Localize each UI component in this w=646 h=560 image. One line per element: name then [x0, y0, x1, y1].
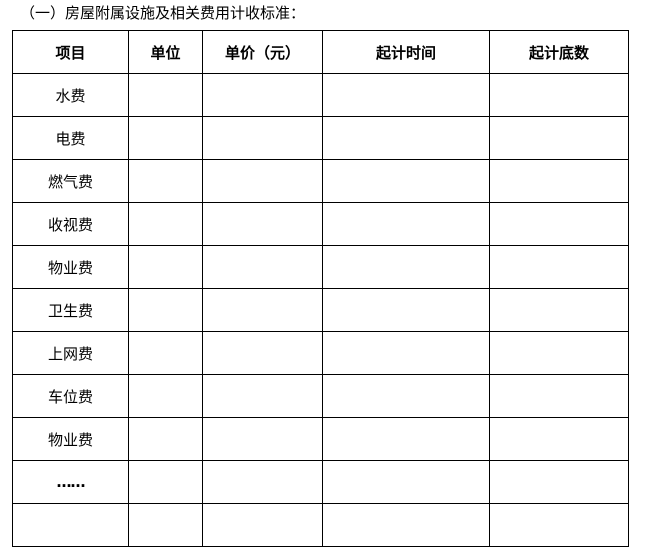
unit-price-cell[interactable] [202, 331, 323, 375]
unit-cell[interactable] [128, 73, 203, 117]
unit-cell[interactable] [128, 288, 203, 332]
item-name-cell: 物业费 [12, 245, 129, 289]
item-name-cell: 上网费 [12, 331, 129, 375]
unit-price-cell[interactable] [202, 417, 323, 461]
start-reading-cell[interactable] [489, 331, 629, 375]
table-header-row: 项目 单位 单价（元） 起计时间 起计底数 [12, 30, 629, 74]
item-name-cell: 收视费 [12, 202, 129, 246]
unit-cell[interactable] [128, 159, 203, 203]
unit-price-cell[interactable] [202, 374, 323, 418]
table-row: 卫生费 [12, 288, 629, 332]
item-name-cell: 物业费 [12, 417, 129, 461]
unit-price-cell[interactable] [202, 73, 323, 117]
unit-cell[interactable] [128, 503, 203, 547]
start-time-cell[interactable] [322, 460, 490, 504]
unit-price-cell[interactable] [202, 159, 323, 203]
unit-cell[interactable] [128, 460, 203, 504]
unit-price-cell[interactable] [202, 116, 323, 160]
header-item: 项目 [12, 30, 129, 74]
start-time-cell[interactable] [322, 374, 490, 418]
table-row: 车位费 [12, 374, 629, 418]
fee-table: 项目 单位 单价（元） 起计时间 起计底数 水费 电费 燃气费 收视费 物业费 卫生费 上网… [12, 30, 629, 547]
unit-cell[interactable] [128, 202, 203, 246]
start-time-cell[interactable] [322, 202, 490, 246]
header-start-time: 起计时间 [322, 30, 490, 74]
table-row: 物业费 [12, 417, 629, 461]
item-name-cell: 卫生费 [12, 288, 129, 332]
unit-price-cell[interactable] [202, 503, 323, 547]
start-reading-cell[interactable] [489, 245, 629, 289]
start-time-cell[interactable] [322, 159, 490, 203]
start-time-cell[interactable] [322, 116, 490, 160]
table-row: 电费 [12, 116, 629, 160]
unit-cell[interactable] [128, 374, 203, 418]
start-time-cell[interactable] [322, 417, 490, 461]
header-start-reading: 起计底数 [489, 30, 629, 74]
item-name-cell: 水费 [12, 73, 129, 117]
unit-cell[interactable] [128, 417, 203, 461]
unit-price-cell[interactable] [202, 288, 323, 332]
start-time-cell[interactable] [322, 503, 490, 547]
start-time-cell[interactable] [322, 331, 490, 375]
header-unit-price: 单价（元） [202, 30, 323, 74]
header-unit: 单位 [128, 30, 203, 74]
start-reading-cell[interactable] [489, 288, 629, 332]
unit-price-cell[interactable] [202, 460, 323, 504]
start-reading-cell[interactable] [489, 116, 629, 160]
start-time-cell[interactable] [322, 288, 490, 332]
table-row: …… [12, 460, 629, 504]
table-row: 物业费 [12, 245, 629, 289]
unit-cell[interactable] [128, 245, 203, 289]
start-reading-cell[interactable] [489, 503, 629, 547]
item-name-cell [12, 503, 129, 547]
start-reading-cell[interactable] [489, 159, 629, 203]
start-time-cell[interactable] [322, 73, 490, 117]
unit-cell[interactable] [128, 116, 203, 160]
table-row: 收视费 [12, 202, 629, 246]
table-row: 水费 [12, 73, 629, 117]
start-reading-cell[interactable] [489, 417, 629, 461]
start-reading-cell[interactable] [489, 460, 629, 504]
unit-price-cell[interactable] [202, 245, 323, 289]
table-row: 上网费 [12, 331, 629, 375]
item-name-cell: …… [12, 460, 129, 504]
start-time-cell[interactable] [322, 245, 490, 289]
table-row [12, 503, 629, 547]
item-name-cell: 燃气费 [12, 159, 129, 203]
unit-price-cell[interactable] [202, 202, 323, 246]
start-reading-cell[interactable] [489, 73, 629, 117]
unit-cell[interactable] [128, 331, 203, 375]
table-row: 燃气费 [12, 159, 629, 203]
section-title: （一）房屋附属设施及相关费用计收标准： [20, 4, 306, 22]
item-name-cell: 车位费 [12, 374, 129, 418]
start-reading-cell[interactable] [489, 374, 629, 418]
start-reading-cell[interactable] [489, 202, 629, 246]
item-name-cell: 电费 [12, 116, 129, 160]
